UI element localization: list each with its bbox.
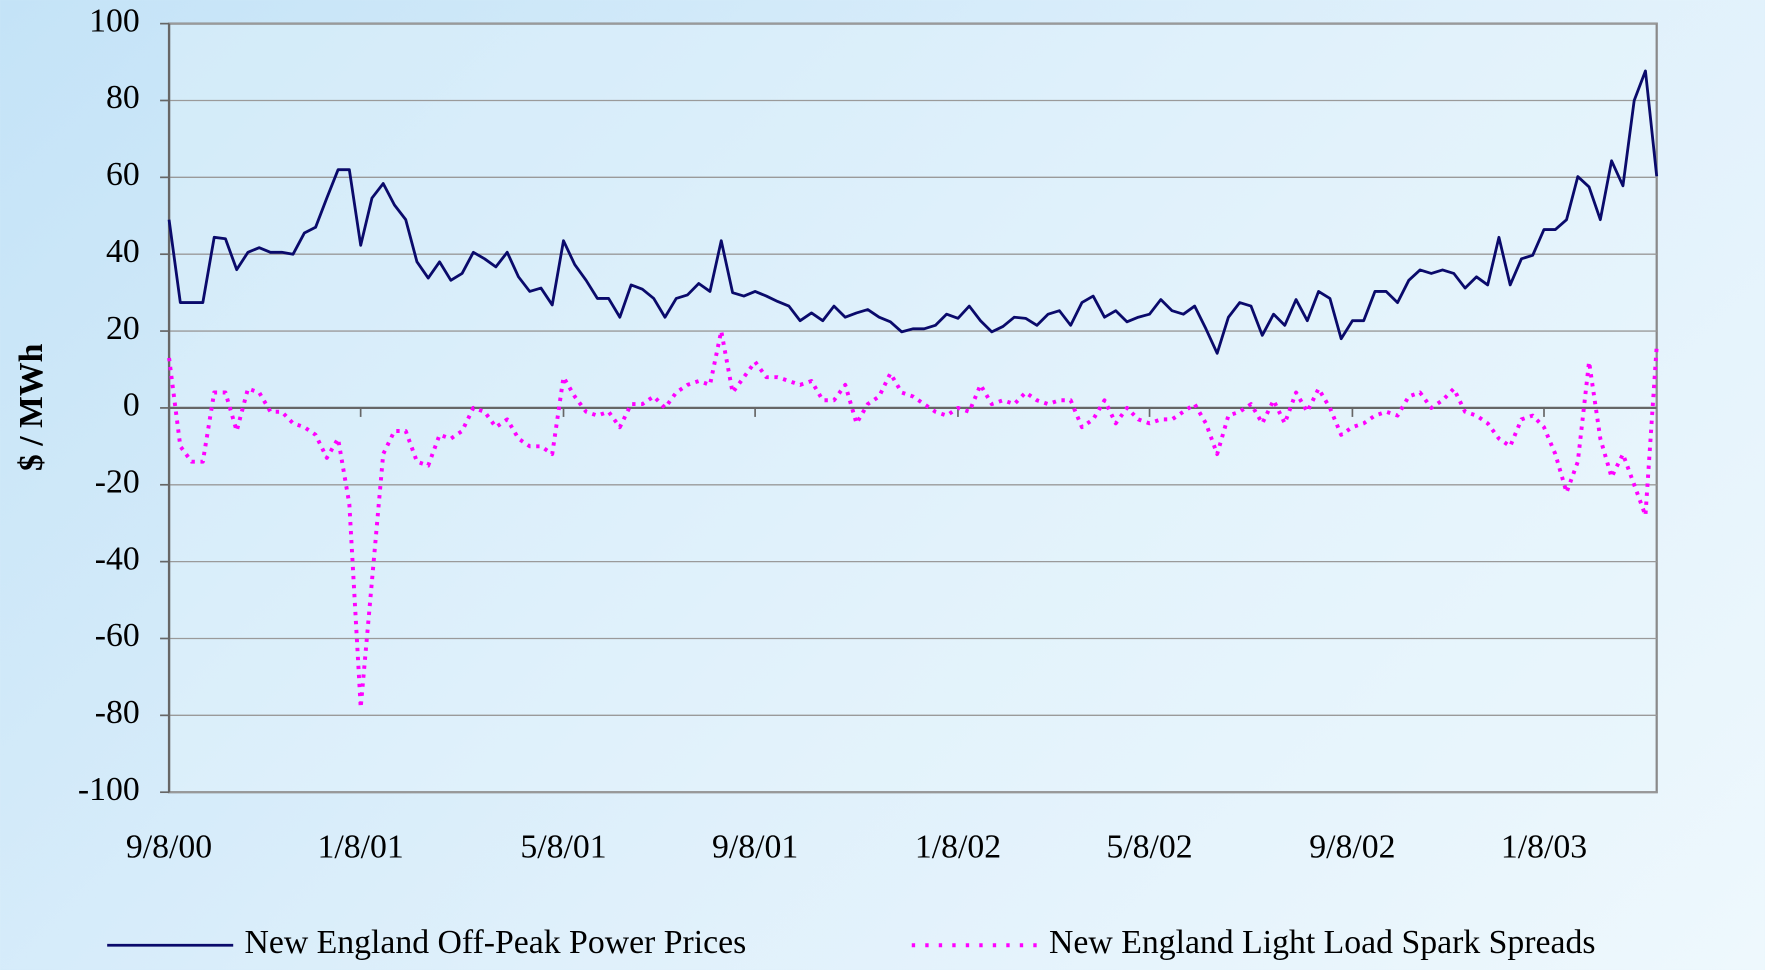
y-tick-label: -100 <box>78 771 140 808</box>
x-tick-label: 9/8/02 <box>1309 828 1395 865</box>
y-tick-label: -60 <box>95 617 140 654</box>
y-tick-label: 100 <box>89 2 140 39</box>
x-tick-label: 5/8/01 <box>520 828 606 865</box>
x-tick-label: 1/8/03 <box>1501 828 1587 865</box>
legend-label: New England Light Load Spark Spreads <box>1049 924 1595 961</box>
series-line <box>167 69 1659 355</box>
y-tick-label: -40 <box>95 540 140 577</box>
x-tick-label: 9/8/00 <box>126 828 212 865</box>
y-tick-label: 40 <box>106 233 140 270</box>
legend-label: New England Off-Peak Power Prices <box>244 924 746 961</box>
y-tick-label: 80 <box>106 79 140 116</box>
x-tick-label: 1/8/02 <box>915 828 1001 865</box>
y-tick-label: -80 <box>95 694 140 731</box>
y-tick-label: -20 <box>95 464 140 501</box>
x-tick-label: 1/8/01 <box>318 828 404 865</box>
x-tick-label: 5/8/02 <box>1106 828 1192 865</box>
y-tick-label: 60 <box>106 156 140 193</box>
y-axis-title: $ / MWh <box>13 343 50 471</box>
series-line <box>167 329 1659 710</box>
y-tick-label: 20 <box>106 310 140 347</box>
y-tick-label: 0 <box>123 387 140 424</box>
x-tick-label: 9/8/01 <box>712 828 798 865</box>
